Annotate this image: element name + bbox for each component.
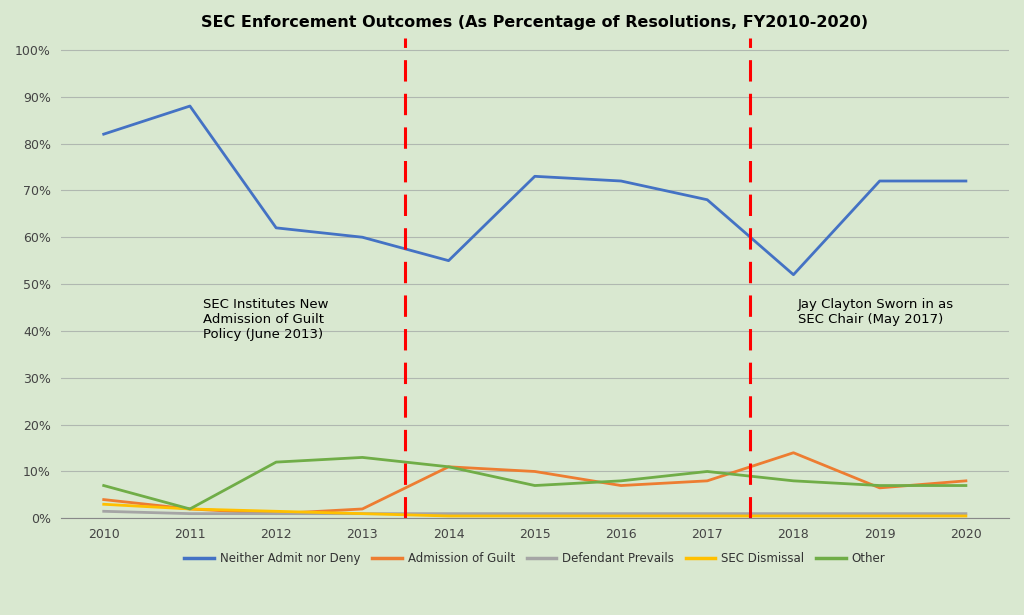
Legend: Neither Admit nor Deny, Admission of Guilt, Defendant Prevails, SEC Dismissal, O: Neither Admit nor Deny, Admission of Gui…	[179, 547, 890, 570]
Text: SEC Institutes New
Admission of Guilt
Policy (June 2013): SEC Institutes New Admission of Guilt Po…	[203, 298, 329, 341]
Title: SEC Enforcement Outcomes (As Percentage of Resolutions, FY2010-2020): SEC Enforcement Outcomes (As Percentage …	[202, 15, 868, 30]
Text: Jay Clayton Sworn in as
SEC Chair (May 2017): Jay Clayton Sworn in as SEC Chair (May 2…	[798, 298, 954, 326]
